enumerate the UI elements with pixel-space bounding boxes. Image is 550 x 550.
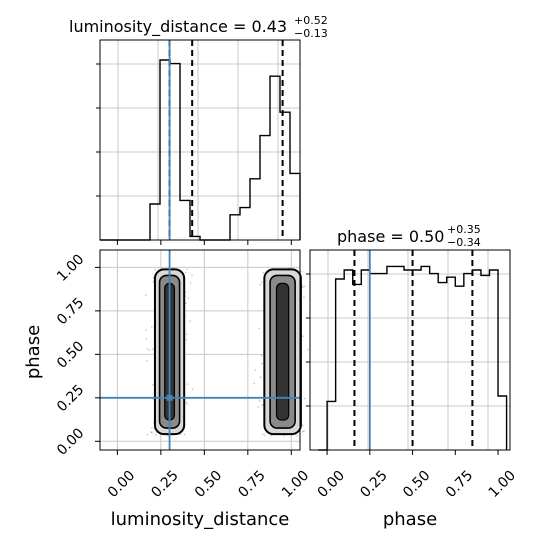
scatter-point [253, 382, 256, 385]
scatter-point [154, 269, 157, 271]
scatter-point [187, 297, 190, 299]
scatter-point [186, 383, 189, 385]
phase-title-sup: +0.35 [447, 223, 481, 236]
scatter-point [261, 433, 264, 436]
scatter-point [259, 376, 262, 379]
density-ytick-label: 1.00 [54, 251, 87, 284]
scatter-point [189, 282, 192, 284]
contour-inner-1 [275, 282, 290, 421]
scatter-point [167, 435, 169, 437]
scatter-point [304, 397, 306, 400]
scatter-point [270, 434, 273, 437]
phase-histogram-panel: 0.00 0.25 0.50 0.75 1.00 [306, 249, 519, 501]
density-ytick-label: 0.75 [54, 295, 87, 328]
scatter-point [302, 335, 304, 337]
density-xtick-label: 0.25 [148, 468, 181, 501]
scatter-point [145, 337, 148, 340]
scatter-point [145, 329, 147, 331]
scatter-point [151, 326, 153, 328]
truth-marker [166, 394, 173, 401]
scatter-point [308, 279, 311, 281]
scatter-point [146, 360, 149, 362]
scatter-point [301, 424, 304, 427]
scatter-point [148, 349, 151, 351]
phase-xtick-label: 0.25 [357, 468, 390, 501]
scatter-point [260, 354, 263, 357]
scatter-point [146, 348, 149, 350]
scatter-point [184, 271, 187, 274]
scatter-point [303, 430, 305, 432]
density-xtick-label: 1.00 [279, 468, 312, 501]
phase-xtick-label: 0.75 [443, 468, 476, 501]
ld-xlabel: luminosity_distance [111, 509, 290, 530]
ld-title-sup: +0.52 [294, 14, 328, 27]
phase-title-sub: −0.34 [447, 236, 481, 249]
scatter-point [262, 272, 265, 274]
scatter-point [254, 369, 257, 372]
density-ytick-label: 0.25 [54, 382, 87, 415]
scatter-point [307, 348, 310, 351]
scatter-point [185, 338, 188, 341]
scatter-point [185, 333, 188, 336]
phase-title: phase = 0.50 [337, 227, 444, 246]
density-xtick-label: 0.50 [192, 468, 225, 501]
scatter-point [189, 320, 192, 323]
scatter-point [186, 403, 189, 405]
scatter-point [259, 283, 262, 286]
density-ytick-label: 0.50 [54, 338, 87, 371]
scatter-point [150, 431, 152, 433]
scatter-point [184, 291, 187, 293]
ld-title-main: luminosity_distance = 0.43 [69, 17, 287, 37]
scatter-point [144, 294, 147, 296]
scatter-point [172, 266, 175, 269]
density-ytick-label: 0.00 [54, 425, 87, 458]
scatter-point [261, 281, 263, 284]
ld-title-sub: −0.13 [294, 27, 328, 40]
scatter-point [300, 270, 303, 273]
density-frame [99, 249, 301, 451]
scatter-point [296, 435, 298, 437]
scatter-point [258, 327, 261, 330]
scatter-point [151, 426, 153, 429]
scatter-point [152, 384, 154, 386]
luminosity-distance-histogram-panel [96, 39, 301, 245]
scatter-point [257, 406, 259, 408]
scatter-point [183, 433, 186, 436]
density-xtick-label: 0.75 [235, 468, 268, 501]
density-2d-panel: 0.00 0.25 0.50 0.75 1.00 0.00 0.25 0.50 0.75 1.00 [54, 249, 312, 501]
scatter-point [186, 268, 188, 271]
scatter-point [301, 286, 304, 289]
ld-histogram-step [100, 59, 301, 241]
scatter-point [185, 302, 187, 305]
density-xtick-label: 0.00 [105, 468, 138, 501]
phase-xlabel: phase [383, 509, 437, 530]
scatter-point [258, 400, 261, 402]
scatter-point [152, 277, 155, 279]
phase-xtick-label: 0.50 [400, 468, 433, 501]
scatter-point [303, 296, 305, 299]
ld-frame [99, 39, 301, 241]
scatter-point [146, 433, 149, 436]
phase-title-main: phase = 0.50 [337, 227, 444, 246]
ld-title: luminosity_distance = 0.43 [69, 17, 287, 37]
scatter-point [152, 348, 154, 351]
scatter-point [185, 401, 188, 404]
scatter-point [191, 274, 193, 276]
scatter-point [191, 388, 194, 391]
phase-ylabel: phase [23, 325, 44, 379]
scatter-point [261, 362, 263, 365]
scatter-point [261, 404, 264, 406]
phase-frame [309, 249, 511, 451]
phase-xtick-label: 0.00 [315, 468, 348, 501]
scatter-point [154, 434, 157, 436]
scatter-point [303, 285, 306, 288]
scatter-point [264, 434, 266, 437]
scatter-point [283, 434, 285, 437]
phase-histogram-step [318, 265, 508, 451]
phase-xtick-label: 1.00 [486, 468, 519, 501]
